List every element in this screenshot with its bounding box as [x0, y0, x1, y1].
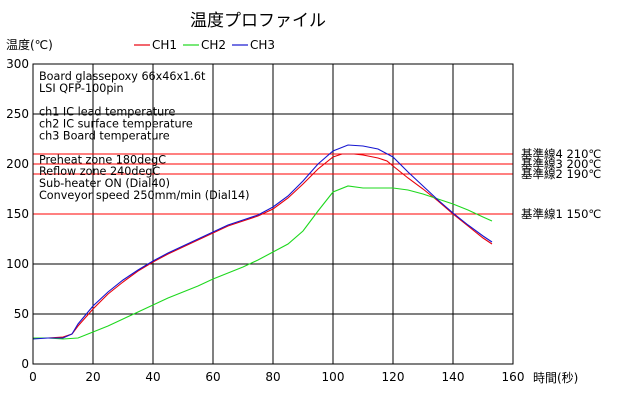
reference-lines [33, 153, 513, 215]
x-tick-label: 20 [85, 370, 100, 384]
note-line: Preheat zone 180degC [39, 153, 166, 166]
note-line: ch2 IC surface temperature [39, 118, 193, 131]
reference-line-label: 基準線2 190℃ [521, 167, 601, 181]
y-tick-label: 300 [6, 57, 29, 71]
chart-title: 温度プロファイル [190, 11, 326, 31]
y-tick-label: 150 [6, 207, 29, 221]
x-tick-label: 100 [322, 370, 345, 384]
note-line: Sub-heater ON (Dial40) [39, 177, 170, 190]
note-line: ch1 IC lead temperature [39, 106, 176, 119]
note-line: Conveyor speed 250mm/min (Dial14) [39, 189, 249, 202]
series-line-ch2 [33, 185, 493, 340]
legend-label-ch2: CH2 [201, 38, 226, 52]
note-line: Reflow zone 240degC [39, 165, 160, 178]
x-tick-label: 60 [205, 370, 220, 384]
legend-label-ch3: CH3 [250, 38, 275, 52]
reference-line-label: 基準線3 200℃ [521, 157, 601, 171]
x-tick-label: 40 [145, 370, 160, 384]
y-tick-label: 0 [21, 357, 29, 371]
note-line: ch3 Board temperature [39, 130, 170, 143]
x-tick-label: 80 [265, 370, 280, 384]
note-line: Board glassepoxy 66x46x1.6t [39, 70, 206, 83]
y-tick-label: 250 [6, 107, 29, 121]
note-line: LSI QFP-100pin [39, 82, 124, 95]
series-line-ch1 [33, 153, 493, 339]
reference-line-label: 基準線4 210℃ [521, 147, 601, 161]
series-lines [32, 144, 493, 340]
y-tick-label: 100 [6, 257, 29, 271]
x-tick-label: 120 [382, 370, 405, 384]
x-tick-label: 0 [29, 370, 37, 384]
y-axis-label: 温度(℃) [6, 37, 53, 52]
reference-line-label: 基準線1 150℃ [521, 207, 601, 221]
x-axis-label: 時間(秒) [533, 371, 578, 385]
x-tick-label: 140 [442, 370, 465, 384]
x-tick-labels: 0 20 40 60 80 100 120 140 160 [29, 370, 524, 384]
legend-label-ch1: CH1 [152, 38, 177, 52]
series-line-ch3 [32, 144, 493, 340]
x-tick-label: 160 [502, 370, 525, 384]
legend: CH1 CH2 CH3 [134, 38, 275, 52]
plot-area-frame [32, 63, 514, 365]
y-tick-label: 50 [14, 307, 29, 321]
y-tick-label: 200 [6, 157, 29, 171]
y-tick-labels: 0 50 100 150 200 250 300 [6, 57, 29, 371]
